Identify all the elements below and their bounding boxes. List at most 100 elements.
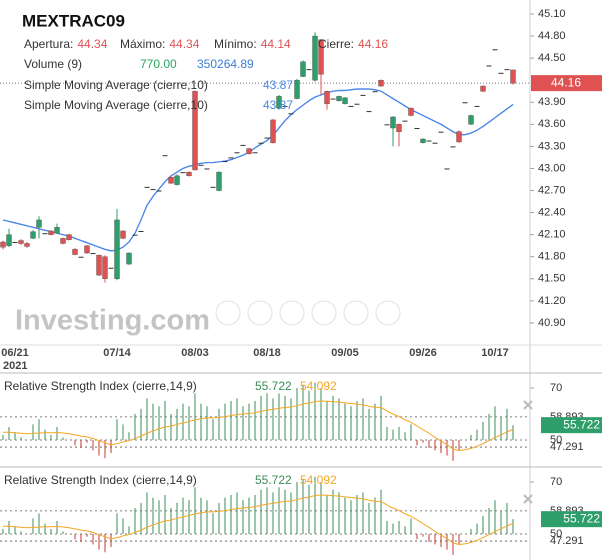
candle-body: [288, 113, 294, 115]
y-tick-label: 41.20: [538, 295, 566, 307]
y-tick-label: 40.90: [538, 317, 566, 329]
candle-body: [312, 35, 318, 81]
candle-body: [276, 96, 282, 109]
candle-body: [354, 103, 360, 105]
y-tick-label: 50: [550, 528, 562, 540]
candle-body: [54, 227, 60, 234]
candle-body: [108, 267, 114, 269]
panel-title: Relative Strength Index (cierre,14,9): [4, 379, 197, 393]
candle-body: [138, 230, 144, 232]
candle-body: [228, 157, 234, 159]
y-tick-label: 47.291: [550, 535, 584, 547]
candle-body: [384, 124, 390, 126]
info-value: 44.34: [77, 37, 107, 51]
zoom-button[interactable]: [247, 300, 273, 326]
x-tick-label: 09/26: [409, 347, 437, 359]
legend-value: 54.092: [300, 473, 337, 487]
candle-body: [210, 186, 216, 188]
candle-body: [198, 164, 204, 166]
candle-body: [444, 168, 450, 170]
sma-line: [2, 88, 514, 252]
candle-body: [420, 138, 426, 143]
plot-marks: Investing.com 06/21 07/14 08/03 08/18 09/05 09…: [0, 13, 534, 555]
candle-body: [348, 105, 354, 107]
info-value: 44.14: [261, 37, 291, 51]
candle-body: [408, 107, 414, 116]
candle-body: [372, 91, 378, 93]
volume-value: 350264.89: [197, 57, 254, 71]
y-tick-label: 42.40: [538, 206, 566, 218]
candle-body: [252, 152, 258, 154]
candle-body: [294, 79, 300, 99]
symbol-title: MEXTRAC09: [22, 11, 125, 30]
candle-body: [510, 69, 516, 84]
zoom-button[interactable]: [279, 300, 305, 326]
candle-body: [66, 234, 72, 241]
candle-body: [480, 85, 486, 92]
candle-body: [162, 155, 168, 157]
candle-body: [84, 245, 90, 254]
y-tick-label: 47.291: [550, 441, 584, 453]
y-tick-label: 41.50: [538, 273, 566, 285]
y-tick-label: 43.60: [538, 118, 566, 130]
candle-body: [258, 142, 264, 144]
candle-body: [240, 144, 246, 146]
value-tag-label: 55.722: [563, 511, 600, 525]
candle-body: [450, 146, 456, 148]
candle-body: [48, 230, 54, 235]
indicator-value: 43.87: [263, 98, 293, 112]
candle-body: [174, 175, 180, 185]
info-value: 44.16: [358, 37, 388, 51]
x-tick-label: 08/03: [181, 347, 209, 359]
rsi-ma-line: [3, 494, 514, 545]
candle-body: [60, 238, 66, 244]
y-tick-label: 50: [550, 434, 562, 446]
info-label: Mínimo:: [214, 37, 257, 51]
zoom-button[interactable]: [311, 300, 337, 326]
x-tick-label: 10/17: [481, 347, 509, 359]
candle-body: [72, 249, 78, 255]
candle-body: [366, 111, 372, 113]
candle-body: [150, 189, 156, 191]
close-panel-button[interactable]: [523, 494, 533, 504]
y-tick-label: 70: [550, 476, 562, 488]
candle-body: [12, 242, 18, 244]
y-tick-label: 42.10: [538, 229, 566, 241]
candle-body: [102, 256, 108, 279]
candle-body: [486, 65, 492, 67]
x-tick-label: 06/21: [1, 347, 29, 359]
price-tag-label: 44.16: [551, 75, 581, 89]
candle-body: [492, 49, 498, 51]
legend-value: 55.722: [255, 473, 292, 487]
zoom-controls: [215, 300, 401, 326]
candle-body: [96, 255, 102, 276]
candle-body: [222, 161, 228, 163]
x-year-label: 2021: [3, 360, 27, 372]
overlay: 45.10 44.80 44.50 43.90 43.60 43.30 43.00 42.70…: [4, 8, 602, 547]
y-tick-label: 44.80: [538, 30, 566, 42]
candle-body: [360, 94, 366, 96]
candle-body: [114, 219, 120, 279]
candle-body: [318, 39, 324, 75]
candle-body: [192, 91, 198, 171]
candle-body: [498, 72, 504, 74]
candle-body: [126, 252, 132, 265]
candle-body: [438, 131, 444, 133]
candle-body: [0, 241, 6, 248]
volume-legend: Volume (9): [24, 57, 82, 71]
y-tick-label: 42.70: [538, 184, 566, 196]
candle-body: [324, 91, 330, 104]
zoom-button[interactable]: [215, 300, 241, 326]
candle-body: [474, 105, 480, 107]
info-label: Apertura:: [24, 37, 73, 51]
candle-body: [234, 152, 240, 154]
zoom-button[interactable]: [343, 300, 369, 326]
info-value: 44.34: [169, 37, 199, 51]
candle-body: [426, 140, 432, 142]
value-tag: [541, 511, 602, 528]
candle-body: [180, 172, 186, 174]
zoom-button[interactable]: [375, 300, 401, 326]
close-panel-button[interactable]: [523, 400, 533, 410]
candle-body: [144, 186, 150, 188]
candle-body: [36, 219, 42, 228]
